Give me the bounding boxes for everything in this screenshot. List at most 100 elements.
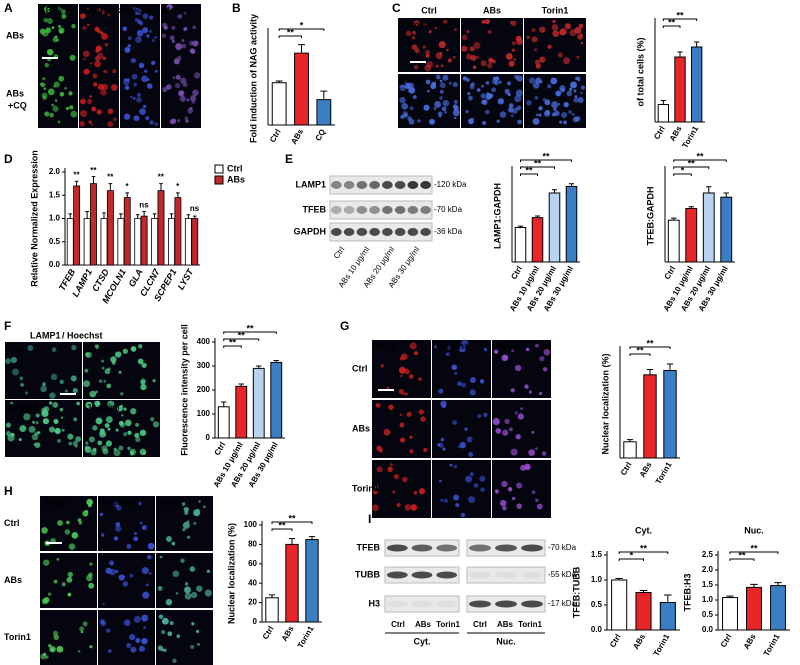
cell (80, 98, 86, 105)
cell (124, 619, 131, 626)
cell (106, 383, 112, 389)
cell (127, 36, 132, 41)
significance-label: ** (246, 323, 254, 333)
band (495, 600, 517, 608)
error-bar (646, 368, 654, 375)
x-tick-label: Ctrl (213, 441, 228, 457)
cell (40, 82, 46, 88)
cell (429, 118, 435, 125)
cell (161, 617, 169, 625)
cell (51, 103, 55, 107)
error-bar (534, 215, 541, 218)
panel-letter: F (4, 319, 11, 333)
chart-title: Nuc. (744, 525, 764, 535)
cell (42, 381, 46, 386)
cell (405, 86, 409, 90)
band (407, 206, 419, 214)
cell (53, 634, 59, 641)
cell (79, 626, 85, 632)
cell (373, 490, 378, 495)
cell (58, 24, 62, 29)
y-tick-label: 0.5 (702, 610, 714, 619)
cell (453, 494, 460, 501)
cell (182, 82, 188, 88)
cell (93, 82, 98, 87)
cell (70, 110, 78, 118)
cell (489, 93, 494, 98)
cell (69, 54, 76, 61)
cell (425, 50, 431, 55)
significance-label: * (681, 165, 685, 175)
cell (94, 60, 101, 68)
column-header: Ctrl (421, 5, 437, 15)
cell (87, 98, 93, 105)
cell (124, 85, 130, 91)
x-tick-label: ABs (631, 632, 647, 651)
cell (204, 589, 212, 597)
significance-label: ** (676, 10, 684, 20)
cell (35, 421, 39, 425)
band (369, 206, 380, 214)
cell (510, 21, 513, 24)
cell (162, 86, 168, 93)
cell (465, 475, 473, 483)
cell (473, 41, 481, 50)
cell (396, 502, 401, 508)
cell (82, 50, 90, 58)
cell (438, 442, 444, 448)
band (369, 228, 380, 236)
cell (103, 379, 107, 383)
cell (425, 79, 431, 85)
bar (643, 374, 657, 459)
cell (72, 440, 78, 446)
cell (165, 536, 172, 543)
significance-bracket (673, 173, 692, 176)
cell (442, 99, 450, 107)
cell (510, 448, 518, 456)
cell (189, 566, 196, 572)
cell (70, 375, 77, 382)
cell (494, 76, 500, 82)
cell (133, 536, 139, 542)
bar (294, 52, 309, 126)
cell (152, 421, 160, 428)
band (382, 181, 393, 189)
cell (410, 504, 418, 511)
cell (404, 392, 408, 396)
significance-label: ** (636, 345, 644, 355)
column-header: Hoechst (436, 342, 468, 351)
cell (123, 407, 127, 411)
significance-bracket (271, 528, 293, 531)
cell (182, 521, 190, 529)
cell (460, 512, 466, 518)
x-tick-label: Torin1 (652, 632, 672, 658)
cell (104, 42, 109, 47)
y-tick-label: 1.0 (702, 595, 714, 604)
bar (235, 385, 248, 439)
cell (95, 417, 103, 425)
cell (68, 441, 73, 446)
cell (148, 29, 152, 33)
cell (458, 345, 466, 353)
bar (548, 192, 561, 263)
bar (514, 227, 527, 263)
significance-label: ** (750, 543, 758, 553)
cell (186, 98, 190, 102)
cell (562, 57, 571, 65)
micrograph (156, 553, 213, 608)
significance-bracket (271, 521, 313, 524)
significance-label: ** (688, 158, 696, 168)
y-tick-label: 1.5 (591, 550, 603, 559)
significance-bracket (729, 551, 779, 554)
significance-label: ** (640, 543, 648, 553)
significance-bracket (520, 166, 555, 169)
cell (136, 92, 142, 97)
cell (531, 36, 538, 43)
cell (31, 433, 39, 441)
cell (570, 81, 577, 89)
error-bar (626, 439, 634, 442)
cell (544, 99, 551, 106)
panel-letter: E (285, 152, 293, 166)
bar (66, 218, 74, 266)
cell (468, 452, 474, 457)
